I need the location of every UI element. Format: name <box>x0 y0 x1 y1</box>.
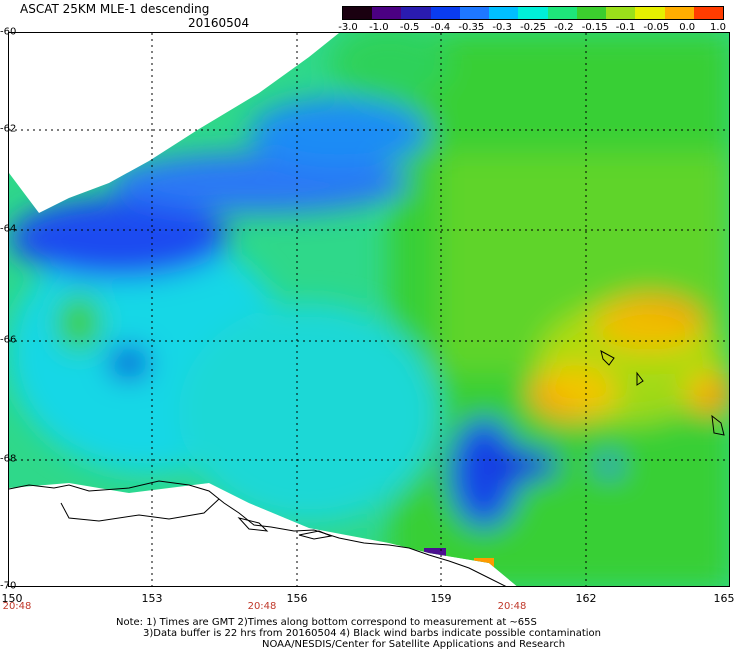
color-scale-label: -1.0 <box>369 22 389 33</box>
note-line-2: 3)Data buffer is 22 hrs from 20160504 4)… <box>143 628 601 639</box>
color-scale-label: -0.1 <box>615 22 636 33</box>
latitude-label: -60 <box>0 26 17 38</box>
latitude-label: -62 <box>0 123 17 135</box>
map-date: 20160504 <box>188 16 250 30</box>
color-scale-label: 0.0 <box>679 22 696 33</box>
map-canvas <box>9 33 729 586</box>
scatterometer-field <box>9 33 729 586</box>
longitude-label: 165 <box>713 592 735 605</box>
color-scale-segment <box>518 7 548 19</box>
wind-data-map <box>8 32 730 587</box>
color-scale-segment <box>489 7 519 19</box>
color-scale-segment <box>343 7 373 19</box>
longitude-label: 156 <box>286 592 308 605</box>
color-scale-label: -3.0 <box>338 22 358 33</box>
color-scale-label: -0.25 <box>520 22 546 33</box>
note-line-3: NOAA/NESDIS/Center for Satellite Applica… <box>262 639 566 650</box>
color-scale-bar <box>342 6 724 20</box>
longitude-label: 153 <box>141 592 163 605</box>
longitude-label: 150 <box>1 592 23 605</box>
color-scale-label: 1.0 <box>710 22 726 33</box>
color-scale-segment <box>430 7 460 19</box>
color-scale-segment <box>372 7 402 19</box>
color-scale-label: -0.5 <box>399 22 420 33</box>
color-scale-segment <box>547 7 577 19</box>
longitude-label: 159 <box>430 592 452 605</box>
time-label: 20:48 <box>247 601 277 612</box>
latitude-label: -64 <box>0 223 17 235</box>
longitude-label: 162 <box>575 592 597 605</box>
color-scale-segment <box>606 7 636 19</box>
color-scale-label: -0.4 <box>430 22 451 33</box>
color-scale-segment <box>693 7 724 19</box>
latitude-label: -66 <box>0 334 17 346</box>
latitude-label: -68 <box>0 453 17 465</box>
color-scale-segment <box>459 7 490 19</box>
color-scale-label: -0.3 <box>492 22 512 33</box>
graticule <box>9 33 729 586</box>
color-scale-segment <box>635 7 665 19</box>
latitude-label: -70 <box>0 580 17 592</box>
color-scale-segment <box>401 7 431 19</box>
time-label: 20:48 <box>2 601 32 612</box>
time-label: 20:48 <box>497 601 527 612</box>
color-scale-label: -0.05 <box>643 22 670 33</box>
color-scale-segment <box>664 7 694 19</box>
note-line-1: Note: 1) Times are GMT 2)Times along bot… <box>116 617 537 628</box>
color-scale-label: -0.35 <box>458 22 485 33</box>
color-scale-label: -0.2 <box>554 22 574 33</box>
color-scale-segment <box>576 7 607 19</box>
color-scale-label: -0.15 <box>581 22 608 33</box>
map-title: ASCAT 25KM MLE-1 descending <box>20 2 210 16</box>
antarctic-coastline <box>9 350 725 586</box>
